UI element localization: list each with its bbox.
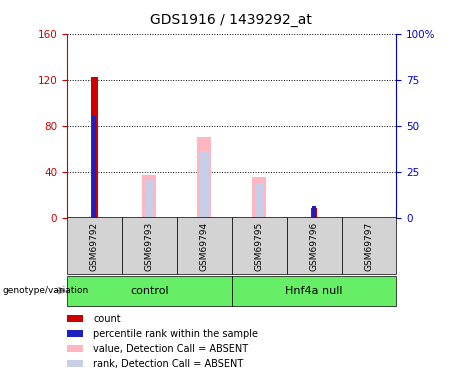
Bar	[287, 217, 342, 274]
Text: GSM69797: GSM69797	[365, 222, 373, 271]
Bar	[122, 217, 177, 274]
Bar	[312, 206, 316, 218]
Bar	[342, 217, 396, 274]
Bar	[197, 137, 211, 218]
Bar	[200, 151, 209, 217]
Text: value, Detection Call = ABSENT: value, Detection Call = ABSENT	[93, 344, 248, 354]
Bar	[231, 276, 396, 306]
Text: rank, Detection Call = ABSENT: rank, Detection Call = ABSENT	[93, 359, 243, 369]
Bar	[142, 175, 156, 217]
Text: control: control	[130, 286, 169, 296]
Bar	[67, 276, 231, 306]
Text: GSM69792: GSM69792	[90, 222, 99, 271]
Text: GSM69794: GSM69794	[200, 222, 209, 271]
Bar	[145, 180, 154, 218]
Bar	[92, 116, 96, 218]
Text: GSM69793: GSM69793	[145, 222, 154, 271]
Bar	[311, 209, 317, 218]
Bar	[91, 77, 98, 218]
Bar	[177, 217, 231, 274]
Text: genotype/variation: genotype/variation	[2, 286, 89, 295]
Bar	[254, 183, 264, 218]
Bar	[67, 217, 122, 274]
Text: percentile rank within the sample: percentile rank within the sample	[93, 329, 258, 339]
Text: count: count	[93, 314, 121, 324]
Bar	[231, 217, 287, 274]
Bar	[252, 177, 266, 218]
Bar	[67, 330, 83, 338]
Text: GSM69796: GSM69796	[309, 222, 319, 271]
Text: Hnf4a null: Hnf4a null	[285, 286, 343, 296]
Bar	[67, 345, 83, 352]
Bar	[67, 315, 83, 322]
Text: GSM69795: GSM69795	[254, 222, 264, 271]
Text: GDS1916 / 1439292_at: GDS1916 / 1439292_at	[149, 13, 312, 27]
Bar	[67, 360, 83, 368]
